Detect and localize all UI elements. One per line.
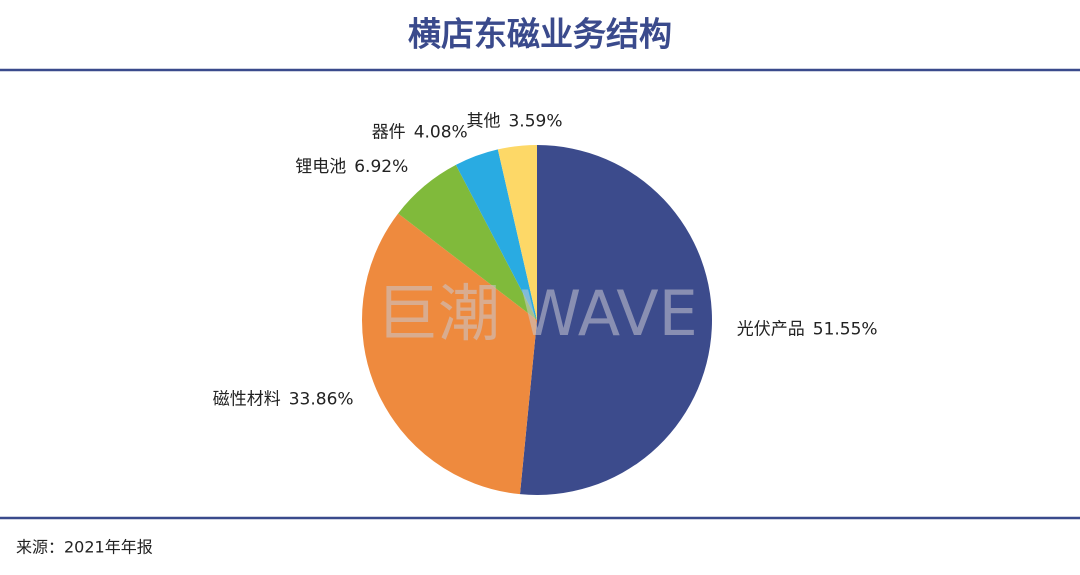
chart-title: 横店东磁业务结构 [408,15,672,54]
category-label: 其他 [466,111,500,131]
value-label: 6.92% [354,157,408,177]
pie-slice [398,164,537,320]
source-note: 来源：2021年年报 [16,538,153,557]
slice-label: 其他 3.59% [466,111,562,131]
category-label: 锂电池 [295,157,346,177]
value-label: 3.59% [508,111,562,131]
value-label: 51.55% [813,320,878,340]
slice-label: 磁性材料 33.86% [213,390,354,410]
category-label: 器件 [372,122,406,142]
value-label: 4.08% [414,122,468,142]
slice-label: 锂电池 6.92% [295,157,408,177]
slice-label: 器件 4.08% [372,122,468,142]
pie-slice [362,213,537,495]
value-label: 33.86% [289,390,354,410]
pie-slice [519,145,713,496]
category-label: 磁性材料 [213,390,281,410]
pie-slice [497,145,537,320]
slice-label: 光伏产品 51.55% [737,320,878,340]
pie-slice [455,149,537,320]
watermark: 巨潮 WAVE [376,277,698,350]
category-label: 光伏产品 [737,320,805,340]
